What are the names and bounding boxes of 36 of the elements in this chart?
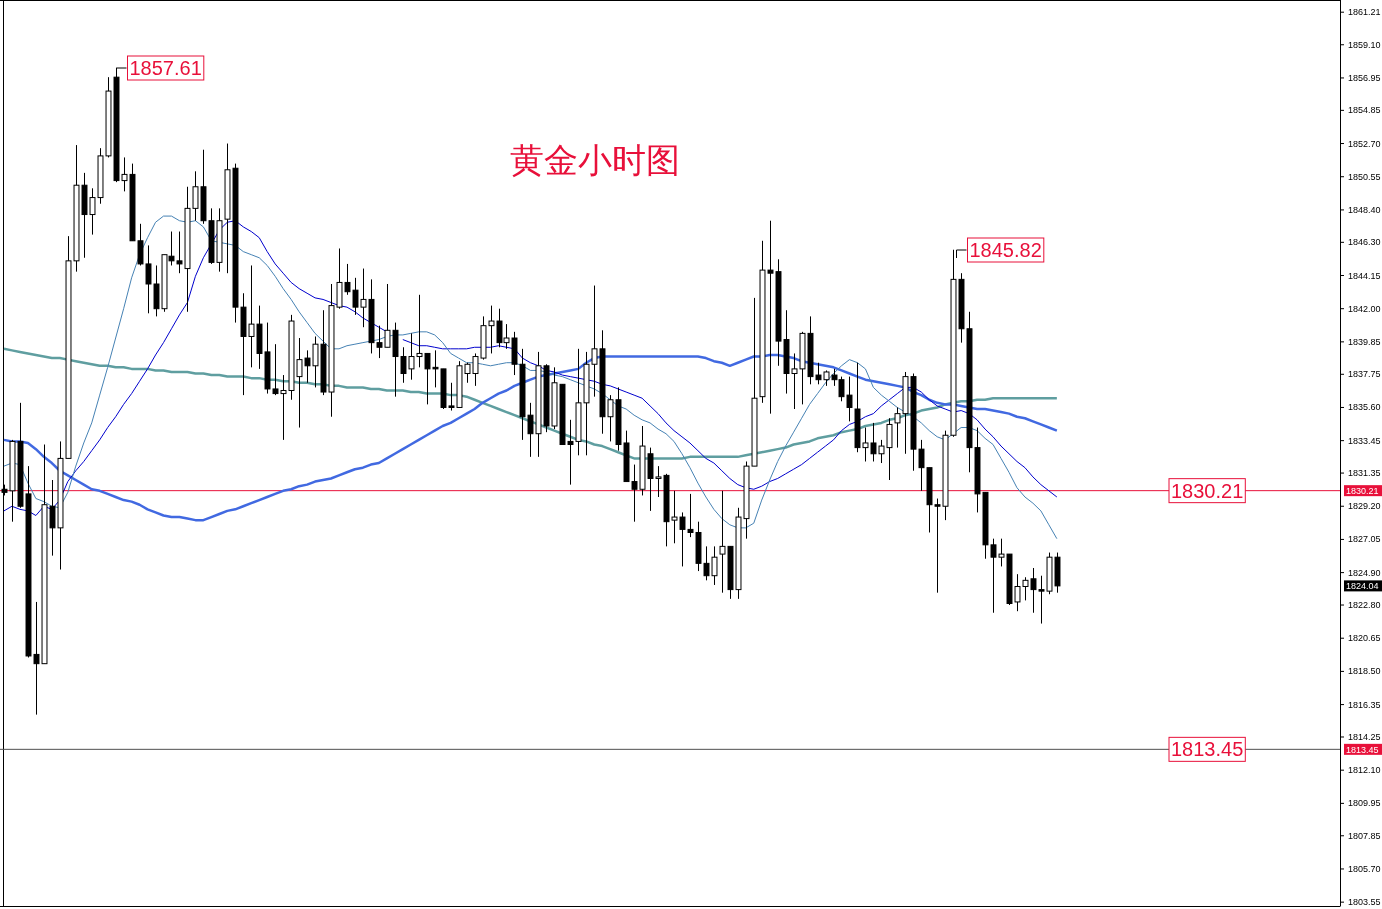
y-tick-label: 1822.80: [1348, 600, 1381, 611]
ref-line-label: 1813.45: [1171, 738, 1244, 761]
y-tick-label: 1854.85: [1348, 105, 1381, 116]
y-tick-label: 1812.10: [1348, 765, 1381, 776]
text: 黄金小时图: [510, 140, 680, 180]
y-tick-label: 1850.55: [1348, 171, 1381, 182]
y-tick-label: 1844.15: [1348, 270, 1381, 281]
y-tick-label: 1803.55: [1348, 897, 1381, 908]
text: 1830.21: [1346, 486, 1379, 497]
y-tick-label: 1852.70: [1348, 138, 1381, 149]
y-tick-label: 1827.05: [1348, 534, 1381, 545]
text: 1824.04: [1346, 581, 1379, 592]
y-tick-label: 1861.21: [1348, 7, 1381, 18]
y-tick-label: 1818.50: [1348, 666, 1381, 677]
text: 1813.45: [1346, 744, 1379, 755]
y-tick-label: 1831.35: [1348, 468, 1381, 479]
y-tick-label: 1809.95: [1348, 798, 1381, 809]
ref-line-label: 1830.21: [1171, 479, 1244, 502]
y-tick-label: 1807.85: [1348, 830, 1381, 841]
y-tick-label: 1859.10: [1348, 39, 1381, 50]
annotation: 1845.82: [969, 239, 1042, 261]
y-tick-label: 1829.20: [1348, 501, 1381, 512]
y-tick-label: 1835.60: [1348, 402, 1381, 413]
y-tick-label: 1805.70: [1348, 863, 1381, 874]
y-tick-label: 1839.85: [1348, 336, 1381, 347]
y-tick-label: 1820.65: [1348, 633, 1381, 644]
y-tick-label: 1848.40: [1348, 204, 1381, 215]
y-tick-label: 1837.75: [1348, 369, 1381, 380]
annotation: 1857.61: [129, 57, 202, 79]
y-tick-label: 1816.35: [1348, 699, 1381, 710]
y-tick-label: 1824.90: [1348, 567, 1381, 578]
y-tick-label: 1846.30: [1348, 237, 1381, 248]
y-tick-label: 1814.25: [1348, 731, 1381, 742]
y-tick-label: 1856.95: [1348, 72, 1381, 83]
y-tick-label: 1842.00: [1348, 303, 1381, 314]
y-tick-label: 1833.45: [1348, 435, 1381, 446]
